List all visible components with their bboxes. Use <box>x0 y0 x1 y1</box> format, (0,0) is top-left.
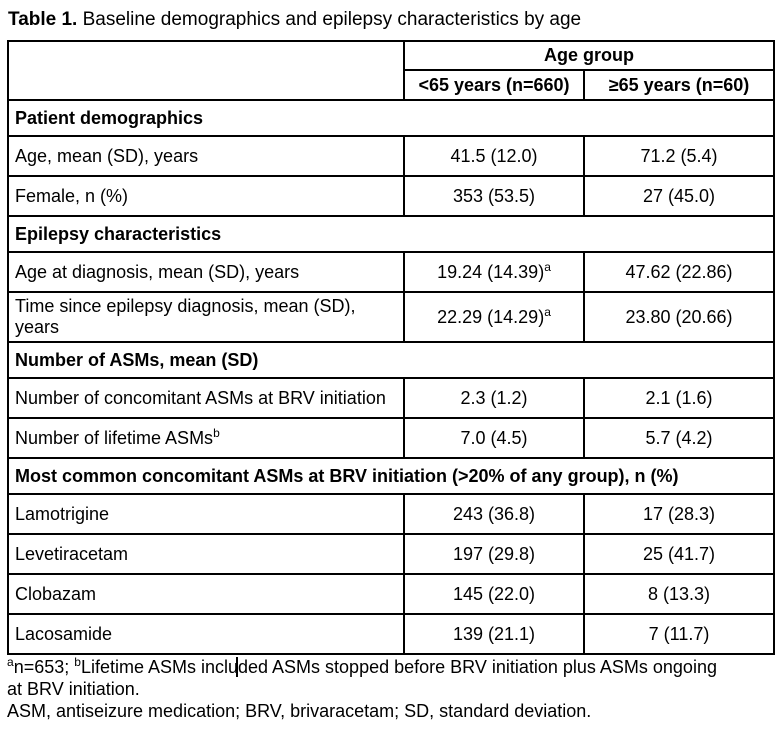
section-header: Patient demographics <box>7 99 775 137</box>
text-cursor <box>236 657 238 677</box>
value-cell: 7.0 (4.5) <box>403 417 585 459</box>
row-label: Age at diagnosis, mean (SD), years <box>7 251 405 293</box>
table-row: Age, mean (SD), years 41.5 (12.0) 71.2 (5.… <box>7 135 775 177</box>
row-label: Lamotrigine <box>7 493 405 535</box>
section-header: Number of ASMs, mean (SD) <box>7 341 775 379</box>
section-row: Epilepsy characteristics <box>7 215 775 253</box>
value-cell: 27 (45.0) <box>583 175 775 217</box>
footnotes: an=653; bLifetime ASMs included ASMs sto… <box>7 656 777 722</box>
value-cell: 145 (22.0) <box>403 573 585 615</box>
value-cell: 19.24 (14.39)a <box>403 251 585 293</box>
value-cell: 71.2 (5.4) <box>583 135 775 177</box>
table-row: Lacosamide 139 (21.1) 7 (11.7) <box>7 613 775 655</box>
row-label: Female, n (%) <box>7 175 405 217</box>
value-cell: 5.7 (4.2) <box>583 417 775 459</box>
table-header: Age group <65 years (n=660) ≥65 years (n… <box>7 40 775 101</box>
table-row: Lamotrigine 243 (36.8) 17 (28.3) <box>7 493 775 535</box>
section-row: Most common concomitant ASMs at BRV init… <box>7 457 775 495</box>
table-row: Number of lifetime ASMsb 7.0 (4.5) 5.7 (4.… <box>7 417 775 459</box>
section-row: Patient demographics <box>7 99 775 137</box>
header-corner-cell <box>7 40 405 101</box>
value-cell: 8 (13.3) <box>583 573 775 615</box>
table-row: Number of concomitant ASMs at BRV initia… <box>7 377 775 419</box>
value-cell: 139 (21.1) <box>403 613 585 655</box>
table-row: Time since epilepsy diagnosis, mean (SD)… <box>7 291 775 343</box>
table-row: Clobazam 145 (22.0) 8 (13.3) <box>7 573 775 615</box>
value-cell: 197 (29.8) <box>403 533 585 575</box>
column-header-over-65: ≥65 years (n=60) <box>583 69 775 101</box>
value-cell: 353 (53.5) <box>403 175 585 217</box>
value-cell: 2.3 (1.2) <box>403 377 585 419</box>
age-group-header: Age group <box>403 40 775 71</box>
header-columns-row: <65 years (n=660) ≥65 years (n=60) <box>8 69 775 101</box>
row-label: Levetiracetam <box>7 533 405 575</box>
value-cell: 17 (28.3) <box>583 493 775 535</box>
section-header: Most common concomitant ASMs at BRV init… <box>7 457 775 495</box>
section-row: Number of ASMs, mean (SD) <box>7 341 775 379</box>
value-cell: 2.1 (1.6) <box>583 377 775 419</box>
table-row: Age at diagnosis, mean (SD), years 19.24 … <box>7 251 775 293</box>
value-cell: 23.80 (20.66) <box>583 291 775 343</box>
column-header-under-65: <65 years (n=660) <box>403 69 585 101</box>
row-label: Number of lifetime ASMsb <box>7 417 405 459</box>
row-label: Lacosamide <box>7 613 405 655</box>
value-cell: 22.29 (14.29)a <box>403 291 585 343</box>
value-cell: 41.5 (12.0) <box>403 135 585 177</box>
table-title-text: Baseline demographics and epilepsy chara… <box>82 9 582 30</box>
footnote-line: at BRV initiation. <box>7 679 140 699</box>
row-label: Age, mean (SD), years <box>7 135 405 177</box>
header-group-row: Age group <box>7 40 775 101</box>
row-label: Number of concomitant ASMs at BRV initia… <box>7 377 405 419</box>
row-label: Clobazam <box>7 573 405 615</box>
value-cell: 243 (36.8) <box>403 493 585 535</box>
value-cell: 47.62 (22.86) <box>583 251 775 293</box>
section-header: Epilepsy characteristics <box>7 215 775 253</box>
table-body: Patient demographics Age, mean (SD), year… <box>7 99 775 655</box>
table-row: Female, n (%) 353 (53.5) 27 (45.0) <box>7 175 775 217</box>
table-row: Levetiracetam 197 (29.8) 25 (41.7) <box>7 533 775 575</box>
value-cell: 7 (11.7) <box>583 613 775 655</box>
table-title-label: Table 1. <box>8 9 78 30</box>
demographics-table: Age group <65 years (n=660) ≥65 years (n… <box>7 40 775 655</box>
value-cell: 25 (41.7) <box>583 533 775 575</box>
table-title: Table 1. Baseline demographics and epile… <box>8 8 780 32</box>
row-label: Time since epilepsy diagnosis, mean (SD)… <box>7 291 405 343</box>
footnote-line: an=653; bLifetime ASMs included ASMs sto… <box>7 655 717 677</box>
footnote-line: ASM, antiseizure medication; BRV, brivar… <box>7 701 592 721</box>
